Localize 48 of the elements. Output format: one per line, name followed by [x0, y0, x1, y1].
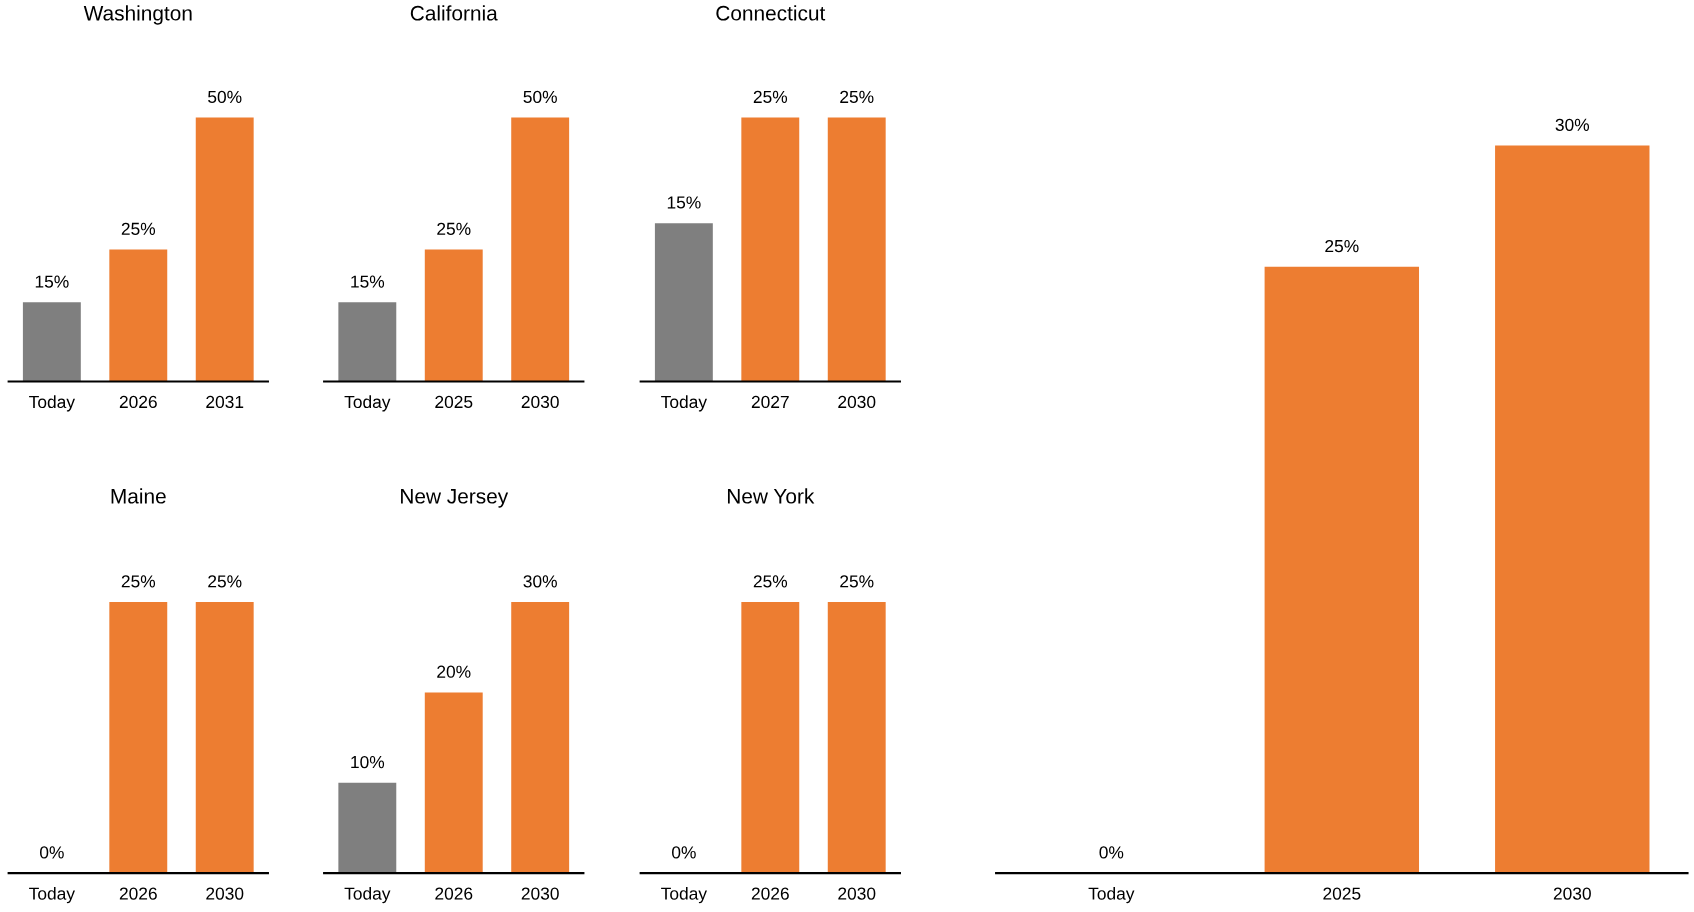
x-tick-label: 2025	[1323, 887, 1361, 900]
x-tick-label: Today	[29, 395, 75, 412]
data-label: 25%	[840, 90, 874, 104]
x-tick-label: Today	[29, 886, 75, 904]
data-label: 15%	[667, 196, 701, 209]
chart-title: Washington	[83, 5, 192, 25]
data-label: 25%	[121, 575, 156, 588]
chart-title: New Jersey	[401, 489, 509, 508]
x-tick-label: 2025	[435, 395, 473, 409]
data-label: 0%	[672, 846, 696, 859]
x-tick-label: 2030	[521, 395, 559, 409]
data-label: 30%	[1555, 118, 1590, 131]
data-label: 25%	[208, 575, 242, 588]
data-label: 25%	[1325, 239, 1359, 253]
x-tick-label: Today	[661, 395, 707, 412]
x-tick-label: 2026	[435, 887, 473, 900]
x-tick-label: 2030	[1553, 887, 1591, 900]
data-label: 0%	[1099, 846, 1124, 859]
x-tick-label: Today	[661, 886, 707, 904]
x-tick-label: Today	[1088, 886, 1135, 904]
data-label: 10%	[351, 755, 385, 769]
chart-title: Connecticut	[716, 5, 826, 21]
data-label: 30%	[523, 575, 557, 588]
x-tick-label: 2030	[206, 887, 244, 900]
chart-title: Maine	[111, 488, 166, 504]
data-label: 25%	[437, 222, 471, 235]
x-tick-label: 2026	[751, 887, 789, 900]
data-label: 25%	[840, 575, 874, 588]
chart-title: New York	[727, 488, 815, 504]
data-label: 0%	[39, 846, 64, 859]
data-label: 25%	[753, 575, 788, 588]
data-label: 50%	[208, 90, 242, 104]
x-tick-label: 2027	[751, 395, 789, 409]
data-label: 20%	[437, 665, 471, 678]
data-label: 15%	[351, 275, 385, 288]
x-tick-label: 2030	[521, 887, 559, 900]
x-tick-label: 2026	[119, 395, 157, 409]
x-tick-label: 2030	[838, 887, 876, 900]
x-tick-label: 2030	[838, 395, 876, 409]
x-tick-label: 2026	[119, 887, 157, 900]
x-tick-label: Today	[344, 395, 391, 412]
x-tick-label: 2031	[206, 395, 244, 409]
chart-title: California	[410, 5, 498, 21]
data-label: 25%	[121, 222, 156, 235]
data-label: 15%	[35, 275, 69, 288]
data-label: 25%	[753, 90, 788, 104]
data-label: 50%	[523, 90, 557, 104]
x-tick-label: Today	[344, 886, 391, 904]
